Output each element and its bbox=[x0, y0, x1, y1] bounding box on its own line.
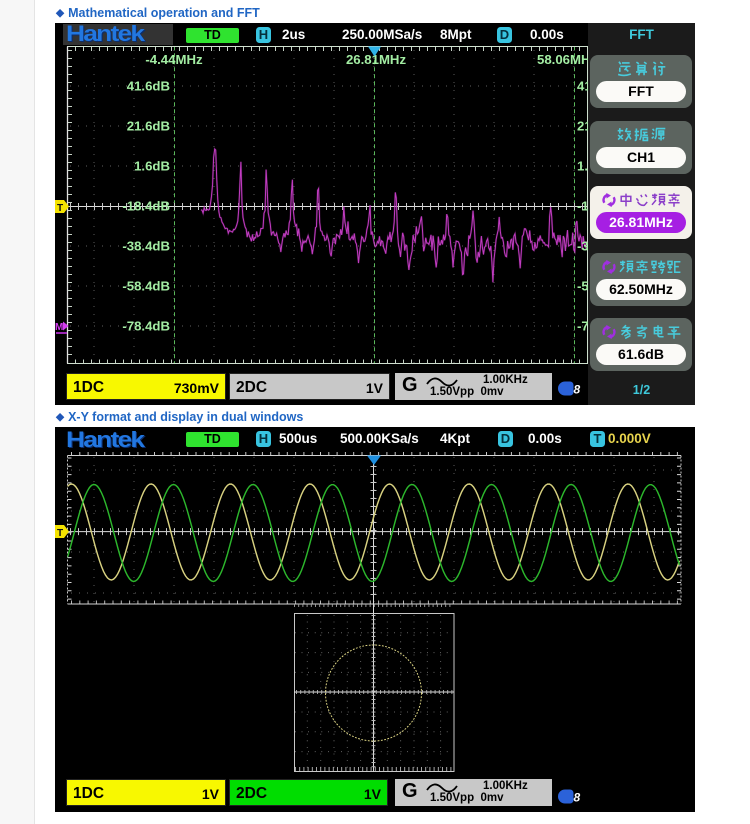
svg-text:21.6dB: 21.6dB bbox=[127, 119, 170, 134]
svg-text:58.06MHz: 58.06MHz bbox=[537, 52, 588, 67]
svg-text:M: M bbox=[55, 322, 63, 333]
svg-text:T: T bbox=[57, 528, 63, 539]
svg-text:T: T bbox=[57, 203, 63, 214]
svg-text:8: 8 bbox=[574, 383, 581, 397]
svg-text:-4.44MHz: -4.44MHz bbox=[145, 52, 203, 67]
svg-text:-78.4dB: -78.4dB bbox=[122, 319, 170, 334]
svg-text:-58.4dB: -58.4dB bbox=[577, 279, 588, 294]
svg-text:-38.4dB: -38.4dB bbox=[122, 239, 170, 254]
svg-text:41.6dB: 41.6dB bbox=[127, 79, 170, 94]
svg-text:21.6dB: 21.6dB bbox=[577, 119, 588, 134]
svg-text:-58.4dB: -58.4dB bbox=[122, 279, 170, 294]
svg-text:-18.4dB: -18.4dB bbox=[577, 199, 588, 214]
svg-text:8: 8 bbox=[574, 791, 581, 805]
svg-text:41.6dB: 41.6dB bbox=[577, 79, 588, 94]
svg-text:-78.4dB: -78.4dB bbox=[577, 319, 588, 334]
svg-text:-18.4dB: -18.4dB bbox=[122, 199, 170, 214]
svg-text:1.6dB: 1.6dB bbox=[577, 159, 588, 174]
svg-text:-38.4dB: -38.4dB bbox=[577, 239, 588, 254]
svg-text:26.81MHz: 26.81MHz bbox=[346, 52, 407, 67]
svg-text:1.6dB: 1.6dB bbox=[134, 159, 170, 174]
